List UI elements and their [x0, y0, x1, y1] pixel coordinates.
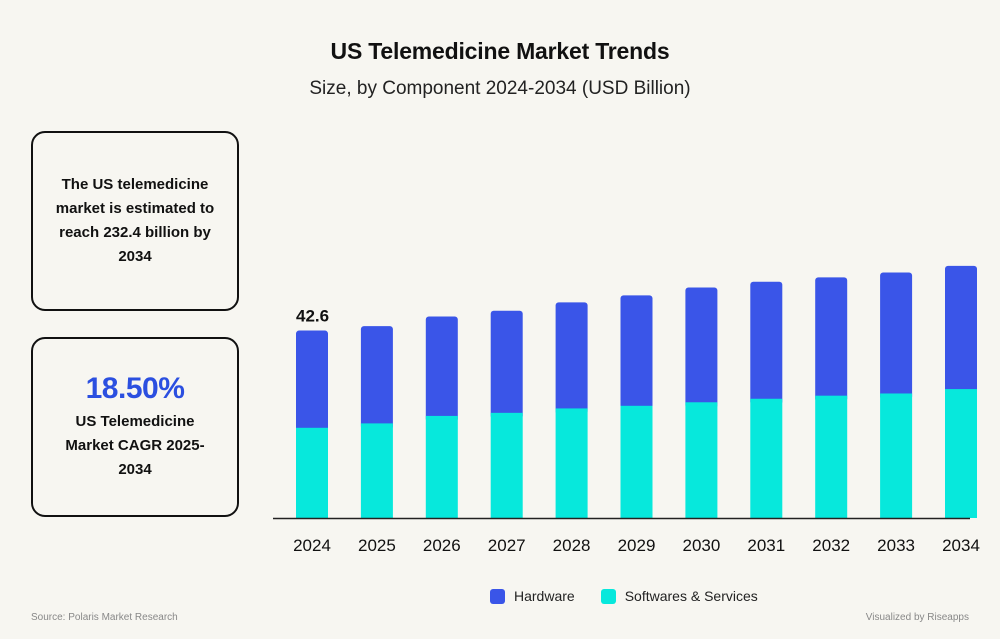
bar-hardware-2033: [880, 272, 913, 400]
x-tick-label-2032: 2032: [812, 536, 850, 555]
bar-software-2030: [685, 402, 718, 518]
bar-hardware-2024: [296, 330, 328, 434]
bar-hardware-2034: [945, 265, 977, 396]
source-note: Source: Polaris Market Research: [31, 612, 178, 623]
chart-subtitle: Size, by Component 2024-2034 (USD Billio…: [309, 78, 691, 99]
legend-item-software: Softwares & Services: [600, 588, 758, 604]
legend-item-hardware: Hardware: [490, 588, 575, 604]
bar-hardware-2028: [555, 302, 588, 415]
x-tick-label-2028: 2028: [553, 536, 591, 555]
bar-software-2028: [555, 408, 588, 518]
x-tick-label-2025: 2025: [358, 536, 396, 555]
bar-software-2027: [490, 412, 523, 518]
bar-software-2029: [620, 405, 653, 518]
bar-hardware-2026: [425, 316, 458, 422]
cagr-value: 18.50%: [85, 372, 185, 405]
legend-label-hardware: Hardware: [514, 588, 575, 604]
x-tick-label-2030: 2030: [682, 536, 720, 555]
bar-hardware-2032: [815, 277, 848, 402]
x-tick-label-2033: 2033: [877, 536, 915, 555]
chart-legend: Hardware Softwares & Services: [490, 588, 784, 604]
market-estimate-card: The US telemedicine market is estimated …: [31, 131, 239, 311]
credit-note: Visualized by Riseapps: [865, 612, 969, 623]
bar-software-2032: [815, 395, 848, 518]
x-tick-label-2031: 2031: [747, 536, 785, 555]
data-label-2024: 42.6: [296, 307, 329, 326]
legend-label-software: Softwares & Services: [624, 588, 758, 604]
bar-software-2033: [880, 393, 913, 518]
chart-title: US Telemedicine Market Trends: [330, 38, 670, 64]
x-tick-label-2029: 2029: [618, 536, 656, 555]
bar-hardware-2030: [685, 287, 718, 409]
bar-software-2026: [425, 415, 458, 518]
cagr-label: US Telemedicine Market CAGR 2025-2034: [65, 413, 205, 478]
market-estimate-text: The US telemedicine market is estimated …: [55, 176, 215, 265]
bar-software-2031: [750, 398, 783, 518]
cagr-card: 18.50% US Telemedicine Market CAGR 2025-…: [31, 337, 239, 517]
x-tick-label-2034: 2034: [942, 536, 980, 555]
x-tick-label-2024: 2024: [293, 536, 331, 555]
x-tick-label-2026: 2026: [423, 536, 461, 555]
bar-software-2034: [945, 389, 977, 518]
bar-hardware-2025: [360, 326, 393, 430]
bar-hardware-2029: [620, 295, 653, 412]
bar-hardware-2031: [750, 281, 783, 405]
legend-swatch-software: [600, 588, 616, 604]
x-tick-label-2027: 2027: [488, 536, 526, 555]
legend-swatch-hardware: [490, 588, 505, 604]
bar-hardware-2027: [490, 310, 523, 419]
bar-software-2024: [296, 427, 328, 518]
bar-software-2025: [360, 423, 393, 518]
